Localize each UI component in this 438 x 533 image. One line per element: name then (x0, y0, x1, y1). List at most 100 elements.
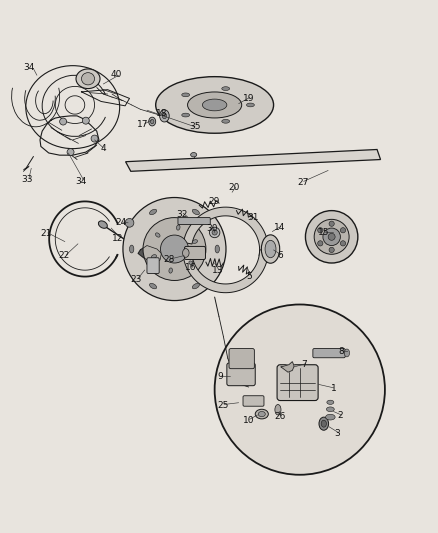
Text: 9: 9 (217, 372, 223, 381)
Text: 5: 5 (247, 272, 252, 280)
Text: 24: 24 (115, 219, 127, 228)
FancyBboxPatch shape (147, 258, 159, 273)
Ellipse shape (255, 409, 268, 419)
Circle shape (123, 198, 226, 301)
Ellipse shape (344, 349, 350, 357)
Text: 15: 15 (318, 228, 329, 237)
Ellipse shape (159, 110, 169, 122)
Ellipse shape (325, 414, 335, 420)
Ellipse shape (155, 233, 160, 237)
Text: 33: 33 (21, 175, 33, 184)
Text: 31: 31 (247, 213, 258, 222)
Ellipse shape (169, 268, 173, 273)
Ellipse shape (265, 240, 276, 258)
Circle shape (67, 149, 74, 156)
Text: 2: 2 (338, 411, 343, 421)
Text: 25: 25 (218, 401, 229, 410)
Circle shape (318, 241, 323, 246)
Text: 17: 17 (137, 120, 148, 129)
Circle shape (125, 219, 134, 227)
Ellipse shape (192, 284, 199, 289)
Ellipse shape (76, 69, 100, 88)
Ellipse shape (177, 225, 180, 230)
Polygon shape (183, 250, 268, 293)
Polygon shape (281, 362, 294, 372)
Circle shape (340, 228, 346, 233)
Ellipse shape (187, 92, 242, 118)
FancyBboxPatch shape (178, 217, 210, 224)
Text: 30: 30 (207, 223, 218, 232)
Ellipse shape (222, 119, 230, 123)
Ellipse shape (192, 209, 199, 215)
Text: 4: 4 (100, 144, 106, 153)
FancyBboxPatch shape (229, 349, 254, 369)
Circle shape (143, 217, 206, 280)
Text: 22: 22 (58, 251, 70, 260)
Ellipse shape (81, 72, 95, 85)
Circle shape (60, 118, 67, 125)
Text: 20: 20 (229, 183, 240, 192)
Ellipse shape (275, 405, 281, 415)
Text: 10: 10 (243, 416, 254, 425)
FancyBboxPatch shape (243, 395, 264, 406)
Text: 21: 21 (41, 229, 52, 238)
Text: 34: 34 (23, 63, 35, 72)
Circle shape (212, 230, 217, 235)
Circle shape (160, 235, 188, 263)
Ellipse shape (155, 77, 274, 133)
Circle shape (329, 221, 334, 227)
Circle shape (340, 241, 346, 246)
Ellipse shape (215, 245, 219, 253)
Ellipse shape (150, 119, 154, 124)
Text: 6: 6 (277, 251, 283, 260)
Text: 34: 34 (76, 177, 87, 186)
Circle shape (305, 211, 358, 263)
FancyBboxPatch shape (277, 365, 318, 400)
Text: 28: 28 (163, 255, 174, 264)
Ellipse shape (321, 420, 326, 427)
Text: 13: 13 (212, 266, 223, 276)
Text: 35: 35 (189, 122, 201, 131)
Ellipse shape (183, 248, 189, 257)
FancyBboxPatch shape (313, 349, 345, 358)
Text: 7: 7 (301, 360, 307, 369)
Ellipse shape (258, 411, 265, 417)
Text: 19: 19 (243, 94, 254, 103)
Circle shape (91, 135, 98, 142)
Ellipse shape (152, 255, 156, 259)
Polygon shape (138, 246, 161, 263)
Polygon shape (126, 149, 381, 171)
Circle shape (329, 247, 334, 253)
Circle shape (314, 220, 349, 254)
Text: 14: 14 (275, 223, 286, 232)
Ellipse shape (202, 99, 227, 111)
Circle shape (328, 233, 335, 240)
Ellipse shape (189, 261, 194, 265)
Text: 32: 32 (176, 209, 187, 219)
Text: 18: 18 (155, 109, 167, 118)
Polygon shape (184, 207, 268, 257)
Ellipse shape (149, 284, 157, 289)
Circle shape (215, 304, 385, 475)
Ellipse shape (182, 93, 190, 96)
Text: 27: 27 (297, 177, 308, 187)
Ellipse shape (191, 152, 197, 157)
Ellipse shape (182, 113, 190, 117)
Text: 26: 26 (275, 412, 286, 421)
Text: 23: 23 (131, 275, 142, 284)
FancyBboxPatch shape (184, 246, 205, 260)
Circle shape (209, 227, 220, 238)
Ellipse shape (319, 417, 328, 430)
Ellipse shape (222, 87, 230, 91)
Ellipse shape (149, 117, 155, 126)
Text: 40: 40 (111, 70, 122, 79)
Text: 3: 3 (334, 429, 340, 438)
Circle shape (82, 117, 89, 124)
Text: 16: 16 (185, 263, 196, 272)
Text: 12: 12 (112, 233, 124, 243)
Circle shape (323, 228, 340, 246)
Text: 1: 1 (331, 384, 336, 393)
FancyBboxPatch shape (227, 363, 255, 386)
Ellipse shape (99, 221, 107, 228)
Text: 8: 8 (339, 347, 344, 356)
